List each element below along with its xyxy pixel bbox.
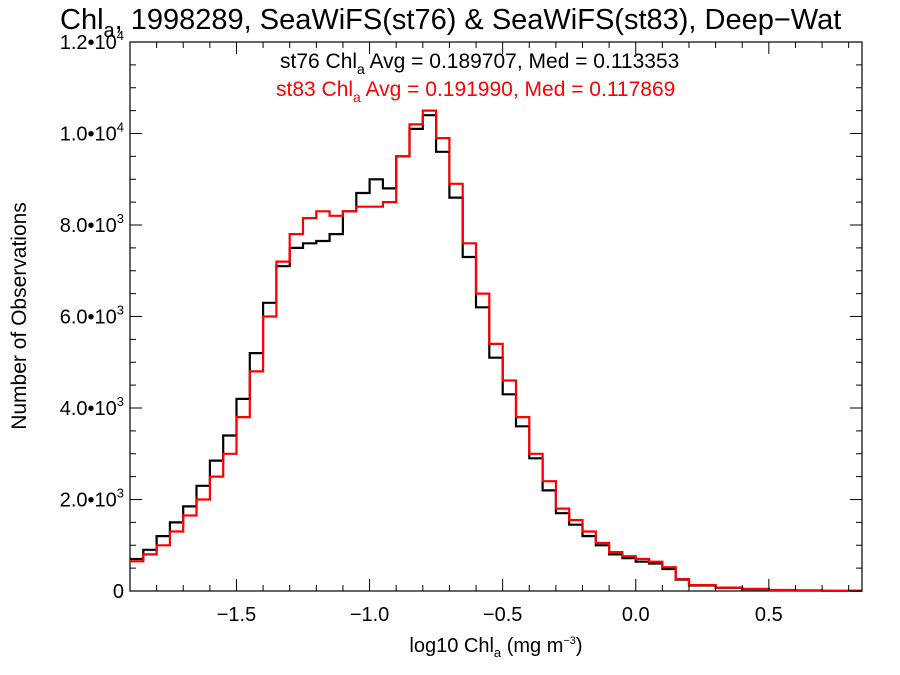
series-1-annotation-pre: st83 Chl (276, 78, 353, 101)
series-0-annotation-sub: a (357, 61, 365, 77)
x-axis-label-pre: log10 Chl (409, 635, 494, 657)
y-tick-exponent: 3 (117, 303, 124, 318)
chart-title: Chla, 1998289, SeaWiFS(st76) & SeaWiFS(s… (60, 4, 841, 42)
series-1-annotation-post: Avg = 0.191990, Med = 0.117869 (361, 78, 676, 101)
series-1-annotation-sub: a (353, 89, 361, 105)
y-tick-mantissa: 2.0•10 (60, 490, 117, 512)
x-tick-label: −1.0 (350, 604, 389, 626)
y-tick-mantissa: 1.0•10 (60, 124, 117, 146)
y-tick-mantissa: 0 (113, 581, 124, 603)
series-0-annotation-pre: st76 Chl (280, 50, 357, 73)
y-tick-mantissa: 4.0•10 (60, 398, 117, 420)
y-tick-exponent: 3 (117, 394, 124, 409)
x-axis-label-mid: (mg m (501, 635, 563, 657)
series-0-line (130, 114, 862, 592)
chart-title-subscript: a (104, 20, 116, 42)
x-axis-label: log10 Chla (mg m−3) (409, 635, 582, 660)
x-tick-label: 0.5 (755, 604, 783, 626)
x-tick-label: −1.5 (217, 604, 256, 626)
y-tick-label: 6.0•103 (60, 303, 124, 329)
y-tick-label: 2.0•103 (60, 486, 124, 512)
x-axis-label-sup: −3 (563, 635, 576, 647)
y-axis-label: Number of Observations (8, 202, 31, 430)
series-1-annotation: st83 Chla Avg = 0.191990, Med = 0.117869 (276, 78, 675, 105)
series-0-annotation: st76 Chla Avg = 0.189707, Med = 0.113353 (280, 50, 679, 77)
y-tick-label: 8.0•103 (60, 211, 124, 237)
chart-title-main: Chl (60, 4, 104, 36)
y-tick-mantissa: 6.0•10 (60, 307, 117, 329)
y-tick-mantissa: 1.2•10 (60, 32, 117, 54)
y-tick-exponent: 4 (117, 28, 124, 43)
series-0-annotation-post: Avg = 0.189707, Med = 0.113353 (365, 50, 680, 73)
x-tick-label: 0.0 (622, 604, 650, 626)
y-tick-label: 4.0•103 (60, 394, 124, 420)
x-axis-label-sub: a (494, 645, 502, 660)
y-tick-label: 0 (113, 581, 124, 603)
y-tick-exponent: 3 (117, 211, 124, 226)
series-1-line (130, 109, 862, 592)
x-tick-label: −0.5 (483, 604, 522, 626)
y-tick-exponent: 3 (117, 486, 124, 501)
y-tick-label: 1.0•104 (60, 120, 124, 146)
y-tick-exponent: 4 (117, 120, 124, 135)
plot-frame (129, 41, 863, 592)
chart-title-rest: , 1998289, SeaWiFS(st76) & SeaWiFS(st83)… (115, 4, 842, 36)
y-tick-label: 1.2•104 (60, 28, 124, 54)
plot-area: −1.5 −1.0 −0.5 0.0 0.502.0•1034.0•1036.0•103… (60, 28, 863, 626)
y-tick-mantissa: 8.0•10 (60, 215, 117, 237)
x-axis-label-post: ) (576, 635, 583, 657)
